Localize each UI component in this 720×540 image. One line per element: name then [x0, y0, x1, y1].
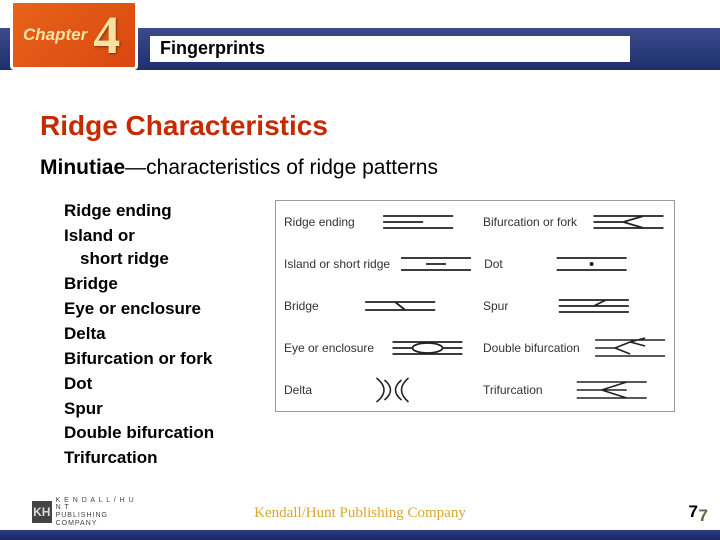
page-number: 7	[689, 502, 698, 522]
minutiae-list: Ridge ending Island or short ridge Bridg…	[64, 200, 264, 472]
diagram-cell-trifurcation: Trifurcation	[475, 369, 674, 411]
island-icon	[396, 248, 476, 280]
bifurcation-icon	[583, 206, 674, 238]
ridge-ending-icon	[361, 206, 475, 238]
list-item: Double bifurcation	[64, 422, 264, 445]
publisher-logo-text: K E N D A L L / H U N T PUBLISHING COMPA…	[56, 497, 142, 528]
double-bifurcation-icon	[586, 332, 674, 364]
list-item: Bridge	[64, 273, 264, 296]
trifurcation-icon	[549, 374, 674, 406]
publisher-logo: KH K E N D A L L / H U N T PUBLISHING CO…	[32, 498, 142, 526]
diagram-cell-bifurcation: Bifurcation or fork	[475, 201, 674, 243]
diagram-cell-eye: Eye or enclosure	[276, 327, 475, 369]
diagram-row: Island or short ridge Dot	[276, 243, 674, 285]
diagram-row: Ridge ending Bifurcation or fork	[276, 201, 674, 243]
chapter-badge: Chapter 4	[10, 0, 138, 70]
diagram-cell-dot: Dot	[476, 243, 674, 285]
eye-icon	[380, 332, 475, 364]
chapter-title: Fingerprints	[156, 38, 269, 58]
bridge-icon	[325, 290, 475, 322]
list-item: Island or short ridge	[64, 225, 264, 271]
list-item: Spur	[64, 398, 264, 421]
minutiae-diagram: Ridge ending Bifurcation or fork Island …	[275, 200, 675, 412]
dot-icon	[509, 248, 674, 280]
list-item: Eye or enclosure	[64, 298, 264, 321]
diagram-row: Delta Trifurcation	[276, 369, 674, 411]
chapter-number: 4	[93, 8, 120, 62]
delta-icon	[318, 374, 475, 406]
diagram-cell-bridge: Bridge	[276, 285, 475, 327]
list-item: Bifurcation or fork	[64, 348, 264, 371]
chapter-word: Chapter	[23, 25, 87, 45]
diagram-cell-island: Island or short ridge	[276, 243, 476, 285]
list-item: Dot	[64, 373, 264, 396]
diagram-row: Eye or enclosure Double bifurcation	[276, 327, 674, 369]
list-item: Trifurcation	[64, 447, 264, 470]
slide-subtitle: Minutiae—characteristics of ridge patter…	[40, 156, 438, 180]
page-number-shadow: 7	[699, 506, 708, 526]
diagram-cell-delta: Delta	[276, 369, 475, 411]
list-item: Delta	[64, 323, 264, 346]
diagram-row: Bridge Spur	[276, 285, 674, 327]
diagram-cell-double-bifurcation: Double bifurcation	[475, 327, 674, 369]
publisher-logo-mark: KH	[32, 501, 52, 523]
diagram-cell-spur: Spur	[475, 285, 674, 327]
subtitle-bold: Minutiae	[40, 156, 125, 179]
list-item: Ridge ending	[64, 200, 264, 223]
diagram-cell-ridge-ending: Ridge ending	[276, 201, 475, 243]
spur-icon	[514, 290, 674, 322]
footer-bar	[0, 530, 720, 540]
subtitle-rest: —characteristics of ridge patterns	[125, 156, 438, 179]
slide-title: Ridge Characteristics	[40, 110, 328, 142]
